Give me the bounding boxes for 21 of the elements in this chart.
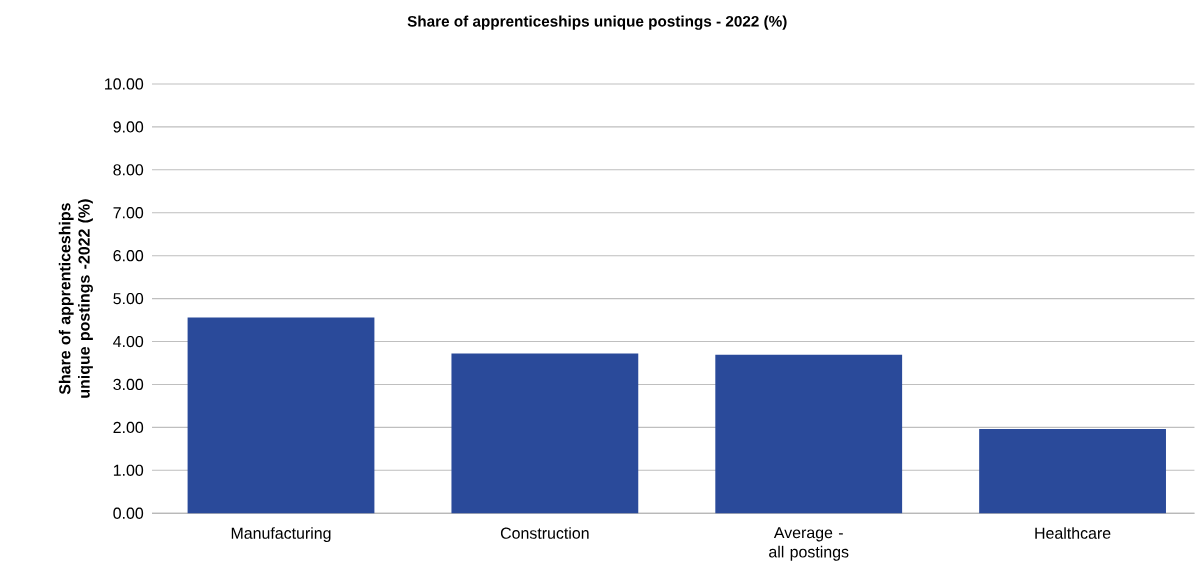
bar bbox=[187, 317, 375, 514]
y-tick-label: 9.00 bbox=[113, 121, 144, 133]
x-tick-label: Construction bbox=[500, 527, 589, 539]
y-tick-label: 1.00 bbox=[113, 464, 144, 476]
bar bbox=[451, 353, 639, 514]
x-tick-label: Manufacturing bbox=[231, 527, 331, 542]
y-tick-label: 7.00 bbox=[113, 207, 144, 219]
y-tick-label: 5.00 bbox=[113, 292, 144, 305]
y-tick-label: 10.00 bbox=[105, 78, 144, 90]
bar bbox=[715, 354, 903, 514]
y-tick-label: 3.00 bbox=[113, 378, 144, 390]
x-tick-label: Average - all postings bbox=[769, 527, 849, 561]
y-tick-label: 6.00 bbox=[113, 249, 144, 262]
y-tick-label: 4.00 bbox=[113, 335, 144, 348]
y-tick-label: 0.00 bbox=[113, 507, 144, 519]
x-tick-label: Healthcare bbox=[1035, 527, 1111, 539]
bar bbox=[979, 429, 1166, 514]
y-tick-label: 8.00 bbox=[113, 164, 144, 176]
chart-title: Share of apprenticeships unique postings - 2022 (%) bbox=[407, 15, 787, 30]
y-tick-label: 2.00 bbox=[113, 421, 144, 433]
y-axis-title: Share of apprenticeships unique postings -2022 (%) bbox=[58, 199, 93, 398]
